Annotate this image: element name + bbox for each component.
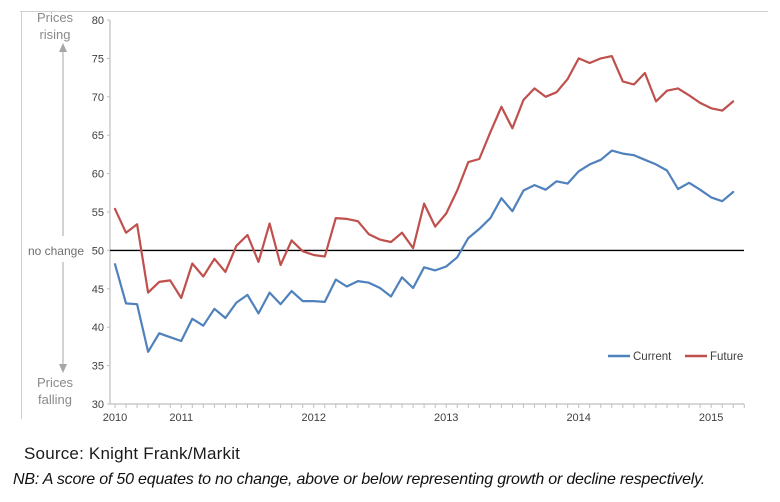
x-year-label: 2011: [169, 412, 193, 424]
falling-arrow-head-icon: [59, 364, 67, 373]
legend-label-current: Current: [633, 351, 672, 363]
prices-rising-word2: rising: [39, 27, 71, 42]
x-year-label: 2015: [699, 412, 723, 424]
y-tick-label: 35: [92, 361, 104, 373]
legend-label-future: Future: [710, 351, 743, 363]
series-line-future: [113, 54, 735, 300]
y-tick-label: 40: [92, 322, 104, 334]
y-tick-label: 30: [92, 399, 104, 411]
y-tick-label: 75: [92, 53, 104, 65]
prices-falling-label: Prices falling: [24, 374, 86, 408]
x-year-label: 2012: [301, 412, 325, 424]
series-line-current: [113, 149, 735, 353]
y-tick-label: 60: [92, 169, 104, 181]
prices-falling-word1: Prices: [36, 375, 74, 390]
page-left-border: [21, 11, 22, 419]
prices-rising-label: Prices rising: [24, 9, 86, 43]
x-year-label: 2013: [434, 412, 458, 424]
y-tick-label: 55: [92, 207, 104, 219]
prices-rising-word1: Prices: [36, 10, 74, 25]
y-tick-label: 70: [92, 92, 104, 104]
y-tick-label: 50: [92, 245, 104, 257]
sentiment-line-chart: 30 35 40 45 50 55 60 65 70 75 80 2010 2011 2012 2013 20…: [59, 15, 745, 424]
y-tick-label: 80: [92, 15, 104, 27]
y-tick-label: 45: [92, 284, 104, 296]
no-change-label: no change: [27, 244, 84, 258]
x-year-label: 2014: [566, 412, 590, 424]
source-caption: Source: Knight Frank/Markit: [24, 444, 241, 463]
prices-falling-word2: falling: [38, 392, 72, 407]
page-top-border: [20, 11, 768, 12]
y-tick-label: 65: [92, 130, 104, 142]
rising-arrow-head-icon: [59, 43, 67, 52]
x-year-label: 2010: [103, 412, 127, 424]
nb-footnote: NB: A score of 50 equates to no change, …: [13, 471, 706, 488]
